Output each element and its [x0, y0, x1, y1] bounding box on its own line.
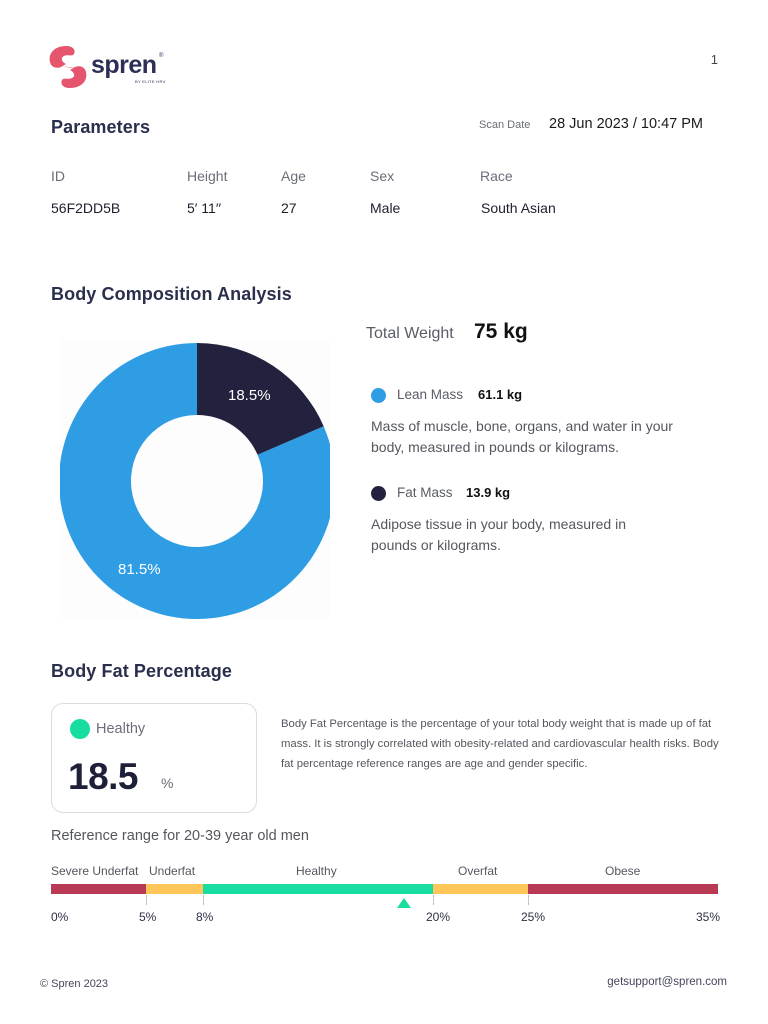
- tick-label-35: 35%: [696, 910, 721, 924]
- fat-mass-label: Fat Mass: [397, 485, 453, 500]
- footer-copyright: © Spren 2023: [40, 978, 109, 990]
- param-height-value: 5′ 11′′: [187, 200, 222, 216]
- donut-chart: 18.5% 81.5%: [60, 340, 330, 619]
- lean-mass-value: 61.1 kg: [478, 387, 523, 402]
- body-fat-description: Body Fat Percentage is the percentage of…: [281, 718, 719, 770]
- donut-chart-svg: [60, 343, 330, 619]
- param-id-label: ID: [51, 168, 65, 184]
- body-fat-status: Healthy: [96, 721, 146, 737]
- range-label-severe-underfat: Severe Underfat: [51, 864, 139, 878]
- logo-subtitle: BY ELITE HRV: [135, 79, 166, 84]
- page-number: 1: [710, 52, 718, 67]
- range-label-overfat: Overfat: [458, 864, 498, 878]
- lean-mass-description: Mass of muscle, bone, organs, and water …: [371, 418, 673, 455]
- lean-mass-legend-dot-icon: [371, 388, 386, 403]
- tick-label-25: 25%: [521, 910, 546, 924]
- fat-mass-description: Adipose tissue in your body, measured in…: [371, 516, 626, 553]
- tick-divider: [146, 895, 147, 905]
- range-bar-healthy: [203, 884, 433, 894]
- body-fat-unit: %: [161, 775, 174, 791]
- param-height-label: Height: [187, 168, 228, 184]
- range-bar-overfat: [433, 884, 528, 894]
- range-bar-obese: [528, 884, 718, 894]
- param-race-value: South Asian: [481, 200, 556, 216]
- donut-label-lean: 81.5%: [118, 561, 161, 578]
- range-label-underfat: Underfat: [149, 864, 196, 878]
- status-indicator-icon: [70, 719, 90, 739]
- tick-divider: [203, 895, 204, 905]
- lean-mass-label: Lean Mass: [397, 387, 464, 402]
- tick-divider: [433, 895, 434, 905]
- composition-title: Body Composition Analysis: [51, 284, 292, 304]
- total-weight-label: Total Weight: [366, 325, 454, 342]
- body-fat-title: Body Fat Percentage: [51, 661, 232, 681]
- spren-logo-mark-icon: [49, 46, 87, 88]
- total-weight-value: 75 kg: [474, 320, 528, 343]
- range-label-obese: Obese: [605, 864, 641, 878]
- parameters-title: Parameters: [51, 117, 151, 137]
- tick-divider: [528, 895, 529, 905]
- param-id-value: 56F2DD5B: [51, 200, 121, 216]
- current-value-marker-icon: [397, 898, 411, 908]
- scan-date-label: Scan Date: [479, 119, 531, 131]
- logo-registered-mark: ®: [159, 53, 164, 59]
- tick-label-5: 5%: [139, 910, 157, 924]
- tick-label-0: 0%: [51, 910, 69, 924]
- body-fat-card: Healthy 18.5 %: [51, 703, 257, 813]
- range-bar-underfat: [146, 884, 203, 894]
- tick-label-20: 20%: [426, 910, 451, 924]
- fat-mass-legend-dot-icon: [371, 486, 386, 501]
- donut-segment-fat-mass: [197, 343, 324, 455]
- param-race-label: Race: [480, 168, 513, 184]
- range-bar-severe-underfat: [51, 884, 146, 894]
- body-fat-value: 18.5: [68, 756, 139, 797]
- donut-segment-lean-mass: [60, 343, 330, 619]
- param-sex-label: Sex: [370, 168, 395, 184]
- support-email-link[interactable]: getsupport@spren.com: [607, 976, 727, 988]
- reference-range-title: Reference range for 20-39 year old men: [51, 828, 309, 844]
- scan-date-value: 28 Jun 2023 / 10:47 PM: [549, 116, 703, 132]
- donut-label-fat: 18.5%: [228, 387, 271, 404]
- param-sex-value: Male: [370, 200, 401, 216]
- logo-wordmark: spren: [91, 51, 157, 79]
- tick-label-8: 8%: [196, 910, 214, 924]
- param-age-value: 27: [281, 200, 297, 216]
- range-label-healthy: Healthy: [296, 864, 337, 878]
- param-age-label: Age: [281, 168, 306, 184]
- fat-mass-value: 13.9 kg: [466, 485, 511, 500]
